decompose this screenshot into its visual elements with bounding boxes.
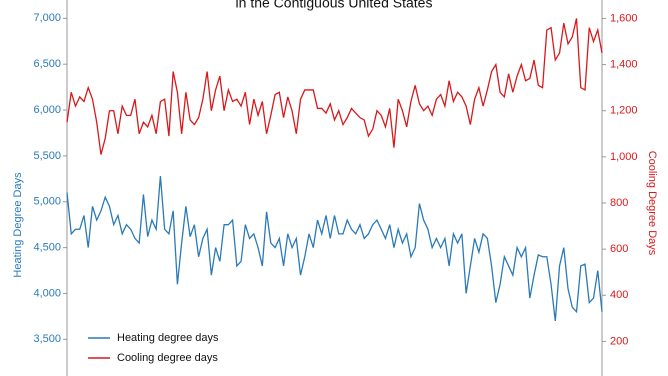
- y2-tick-label: 200: [610, 335, 628, 347]
- y2-tick-label: 1,200: [610, 105, 638, 117]
- y2-axis-label: Cooling Degree Days: [646, 151, 658, 256]
- y2-tick-label: 1,600: [610, 12, 638, 24]
- y2-tick-label: 1,000: [610, 151, 638, 163]
- y2-tick-label: 1,400: [610, 58, 638, 70]
- legend-label: Heating degree days: [117, 332, 219, 344]
- y-tick-label: 7,000: [33, 12, 61, 24]
- data-line: [66, 18, 603, 155]
- chart-title: in the Contiguous United States: [236, 0, 433, 11]
- y-axis-label: Heating Degree Days: [12, 172, 24, 278]
- y2-tick-label: 600: [610, 243, 628, 255]
- y2-tick-label: 400: [610, 289, 628, 301]
- y-tick-label: 5,500: [33, 150, 61, 162]
- y-tick-label: 4,500: [33, 242, 61, 254]
- y-tick-label: 3,500: [33, 333, 61, 345]
- legend-label: Cooling degree days: [117, 352, 218, 364]
- data-line: [66, 176, 603, 322]
- y-tick-label: 6,500: [33, 58, 61, 70]
- y-tick-label: 5,000: [33, 196, 61, 208]
- y-tick-label: 6,000: [33, 104, 61, 116]
- y-tick-label: 4,000: [33, 287, 61, 299]
- y2-tick-label: 800: [610, 197, 628, 209]
- legend-box: [78, 322, 288, 372]
